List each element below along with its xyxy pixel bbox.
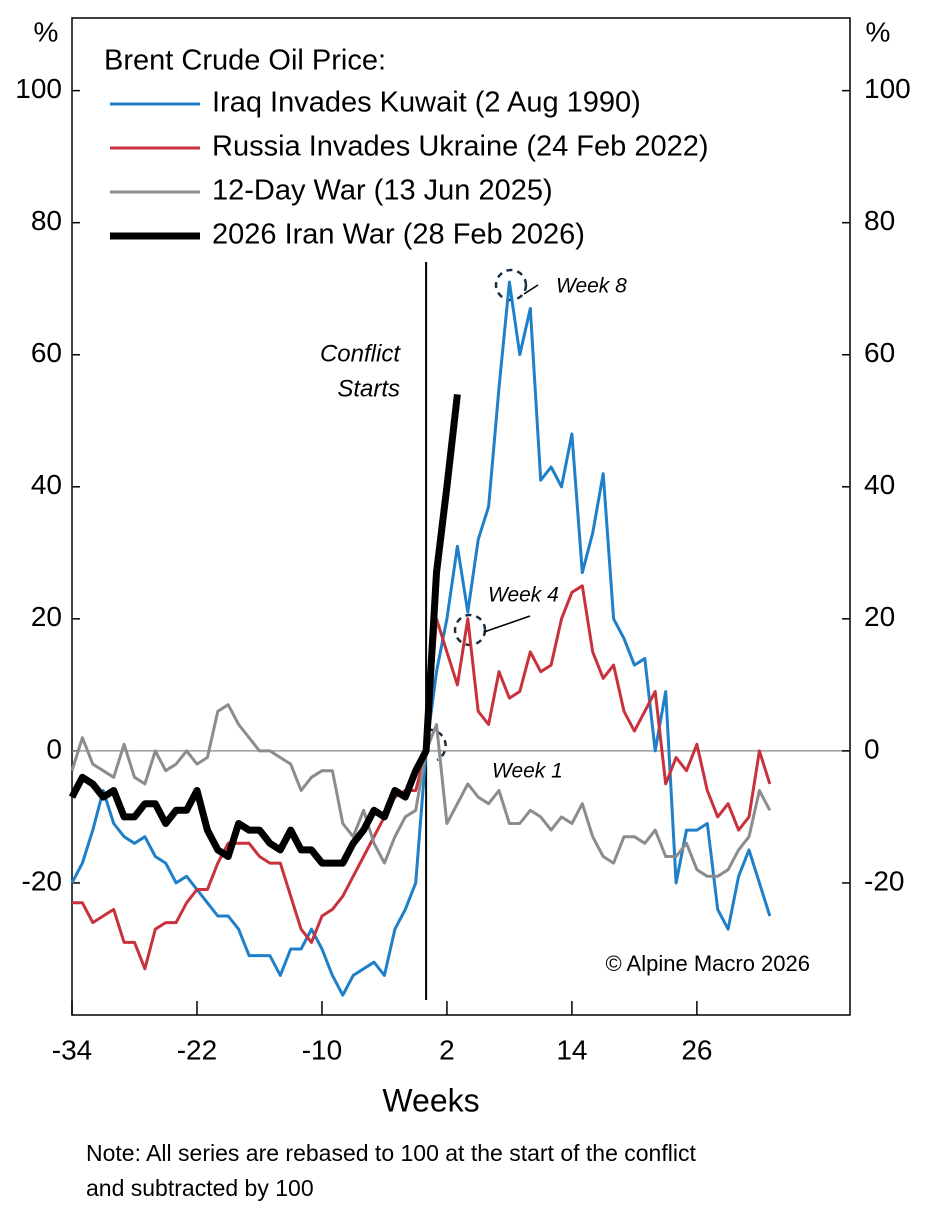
y-tick-label: 40 [31, 469, 62, 500]
conflict-label: Conflict [320, 340, 401, 367]
x-tick-label: 26 [681, 1034, 712, 1065]
connector [483, 615, 531, 633]
legend-label: Iraq Invades Kuwait (2 Aug 1990) [212, 87, 641, 119]
legend-label: 2026 Iran War (28 Feb 2026) [212, 219, 585, 251]
note: Note: All series are rebased to 100 at t… [86, 1140, 696, 1166]
x-tick-label: 14 [556, 1034, 587, 1065]
y-tick-label: 60 [31, 337, 62, 368]
note: and subtracted by 100 [86, 1175, 314, 1201]
legend-title: Brent Crude Oil Price: [104, 45, 386, 77]
y2-tick-label: 100 [864, 73, 911, 104]
y2-tick-label: 40 [864, 469, 895, 500]
week-label: Week 1 [492, 760, 563, 783]
y2-tick-label: 20 [864, 601, 895, 632]
y2-tick-label: -20 [864, 865, 904, 896]
series-line [70, 280, 772, 997]
x-tick-label: 2 [439, 1034, 455, 1065]
x-axis-label: Weeks [382, 1082, 479, 1118]
y-tick-label: 0 [46, 733, 62, 764]
copyright: © Alpine Macro 2026 [605, 951, 810, 976]
y-tick-label: 20 [31, 601, 62, 632]
week-label: Week 8 [556, 275, 627, 298]
week-circle [426, 728, 447, 762]
week-label: Week 4 [488, 584, 559, 607]
x-tick-label: -22 [177, 1034, 217, 1065]
y-tick-label: 80 [31, 205, 62, 236]
series-line [70, 703, 772, 878]
y-tick-label: 100 [15, 73, 62, 104]
legend-label: 12-Day War (13 Jun 2025) [212, 175, 553, 207]
x-tick-label: -10 [302, 1034, 342, 1065]
series-line [68, 394, 461, 867]
plot-frame [71, 17, 851, 1016]
y2-tick-label: 0 [864, 733, 880, 764]
y2-tick-label: 60 [864, 337, 895, 368]
conflict-label: Starts [337, 375, 400, 402]
legend-label: Russia Invades Ukraine (24 Feb 2022) [212, 131, 708, 163]
y-tick-label: -20 [22, 865, 62, 896]
series-line [72, 584, 772, 971]
x-tick-label: -34 [52, 1034, 92, 1065]
connector [523, 284, 539, 295]
y-unit: % [34, 16, 59, 47]
y2-unit: % [866, 16, 891, 47]
y2-tick-label: 80 [864, 205, 895, 236]
